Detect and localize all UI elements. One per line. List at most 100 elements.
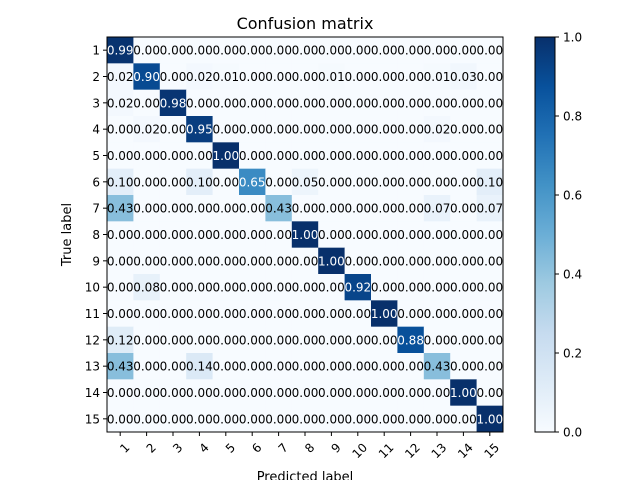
cell-value-label: 0.00	[476, 360, 503, 374]
heatmap-cell	[212, 63, 240, 91]
heatmap-cell	[450, 300, 477, 328]
cell-value-label: 0.00	[397, 149, 424, 163]
heatmap-cell	[239, 63, 266, 91]
heatmap-cell	[291, 37, 319, 64]
y-tick-label: 13	[85, 360, 100, 374]
x-axis-label: Predicted label	[257, 470, 354, 480]
heatmap-cell	[318, 221, 345, 249]
cell-value-label: 0.01	[318, 70, 345, 84]
heatmap-cell	[318, 63, 345, 91]
heatmap-cell	[107, 274, 134, 301]
x-tick-label: 14	[455, 440, 476, 461]
cell-value-label: 0.02	[107, 96, 134, 110]
cell-value-label: 0.88	[397, 333, 424, 347]
cell-value-label: 0.00	[344, 228, 371, 242]
heatmap-cell	[476, 142, 504, 170]
cell-value-label: 0.00	[292, 70, 319, 84]
cell-value-label: 0.00	[292, 254, 319, 268]
cell-value-label: 0.00	[265, 123, 292, 137]
cell-value-label: 0.00	[107, 386, 134, 400]
cell-value-label: 0.07	[424, 202, 451, 216]
cell-value-label: 0.00	[344, 307, 371, 321]
cell-value-label: 0.00	[160, 386, 187, 400]
heatmap-cell	[186, 221, 213, 249]
x-tick-label: 3	[170, 440, 185, 455]
heatmap-cell	[450, 142, 477, 170]
heatmap-cell	[318, 168, 345, 196]
heatmap-cell	[159, 116, 187, 143]
heatmap-cell	[239, 37, 266, 64]
heatmap-cell	[159, 274, 187, 301]
heatmap-cell	[476, 37, 504, 64]
heatmap-cell	[239, 116, 266, 143]
heatmap-cell	[265, 353, 293, 380]
heatmap-cell	[186, 37, 213, 64]
cell-value-label: 0.00	[344, 149, 371, 163]
heatmap-cell	[107, 326, 134, 354]
cell-value-label: 0.00	[450, 333, 477, 347]
heatmap-cell	[186, 274, 213, 301]
heatmap-cell	[239, 142, 266, 170]
heatmap-cell	[450, 195, 477, 222]
heatmap-cell	[107, 353, 134, 380]
cell-value-label: 0.00	[186, 386, 213, 400]
heatmap-cell	[186, 405, 213, 433]
heatmap-cell	[397, 168, 425, 196]
cell-value-label: 0.00	[265, 386, 292, 400]
heatmap-cell	[371, 89, 398, 117]
cell-value-label: 0.07	[476, 202, 503, 216]
heatmap-cell	[133, 142, 161, 170]
heatmap-cell	[265, 142, 293, 170]
heatmap-cell	[239, 221, 266, 249]
cell-value-label: 0.00	[107, 412, 134, 426]
heatmap-cell	[107, 195, 134, 222]
cell-value-label: 0.00	[160, 254, 187, 268]
heatmap-cell	[265, 37, 293, 64]
x-tick-label: 11	[376, 440, 397, 461]
heatmap-cell	[423, 142, 451, 170]
heatmap-cell	[159, 89, 187, 117]
cell-value-label: 0.00	[476, 228, 503, 242]
cell-value-label: 0.00	[265, 333, 292, 347]
cell-value-label: 0.00	[476, 307, 503, 321]
heatmap-cell	[371, 116, 398, 143]
cell-value-label: 0.00	[371, 360, 398, 374]
heatmap-cell	[423, 379, 451, 407]
heatmap-cell	[450, 247, 477, 275]
cell-value-label: 0.00	[397, 70, 424, 84]
cell-value-label: 0.00	[397, 96, 424, 110]
cell-value-label: 0.00	[212, 360, 239, 374]
heatmap-cell	[133, 116, 161, 143]
cell-value-label: 0.00	[265, 281, 292, 295]
cell-value-label: 0.00	[133, 360, 160, 374]
heatmap-cell	[212, 142, 240, 170]
heatmap-cell	[397, 353, 425, 380]
cell-value-label: 0.00	[292, 386, 319, 400]
cell-value-label: 0.00	[212, 412, 239, 426]
heatmap-cell	[186, 142, 213, 170]
heatmap-cell	[344, 89, 372, 117]
heatmap-cell	[476, 326, 504, 354]
heatmap-cell	[212, 168, 240, 196]
cell-value-label: 0.00	[318, 281, 345, 295]
heatmap-cell	[107, 379, 134, 407]
heatmap-cell	[476, 195, 504, 222]
cell-value-label: 0.00	[292, 307, 319, 321]
cell-value-label: 0.00	[344, 412, 371, 426]
heatmap-cell	[318, 195, 345, 222]
heatmap-cell	[344, 142, 372, 170]
heatmap-cell	[107, 300, 134, 328]
cell-value-label: 0.00	[107, 307, 134, 321]
cell-value-label: 0.00	[212, 386, 239, 400]
cell-value-label: 0.00	[344, 44, 371, 58]
x-tick-label: 5	[223, 440, 238, 455]
heatmap-cell	[423, 37, 451, 64]
cell-value-label: 0.00	[292, 202, 319, 216]
cell-value-label: 0.00	[107, 254, 134, 268]
heatmap-cell	[107, 63, 134, 91]
heatmap-cell	[186, 326, 213, 354]
x-tick-label: 12	[402, 440, 423, 461]
x-tick-label: 7	[276, 440, 291, 455]
cell-value-label: 0.00	[212, 175, 239, 189]
